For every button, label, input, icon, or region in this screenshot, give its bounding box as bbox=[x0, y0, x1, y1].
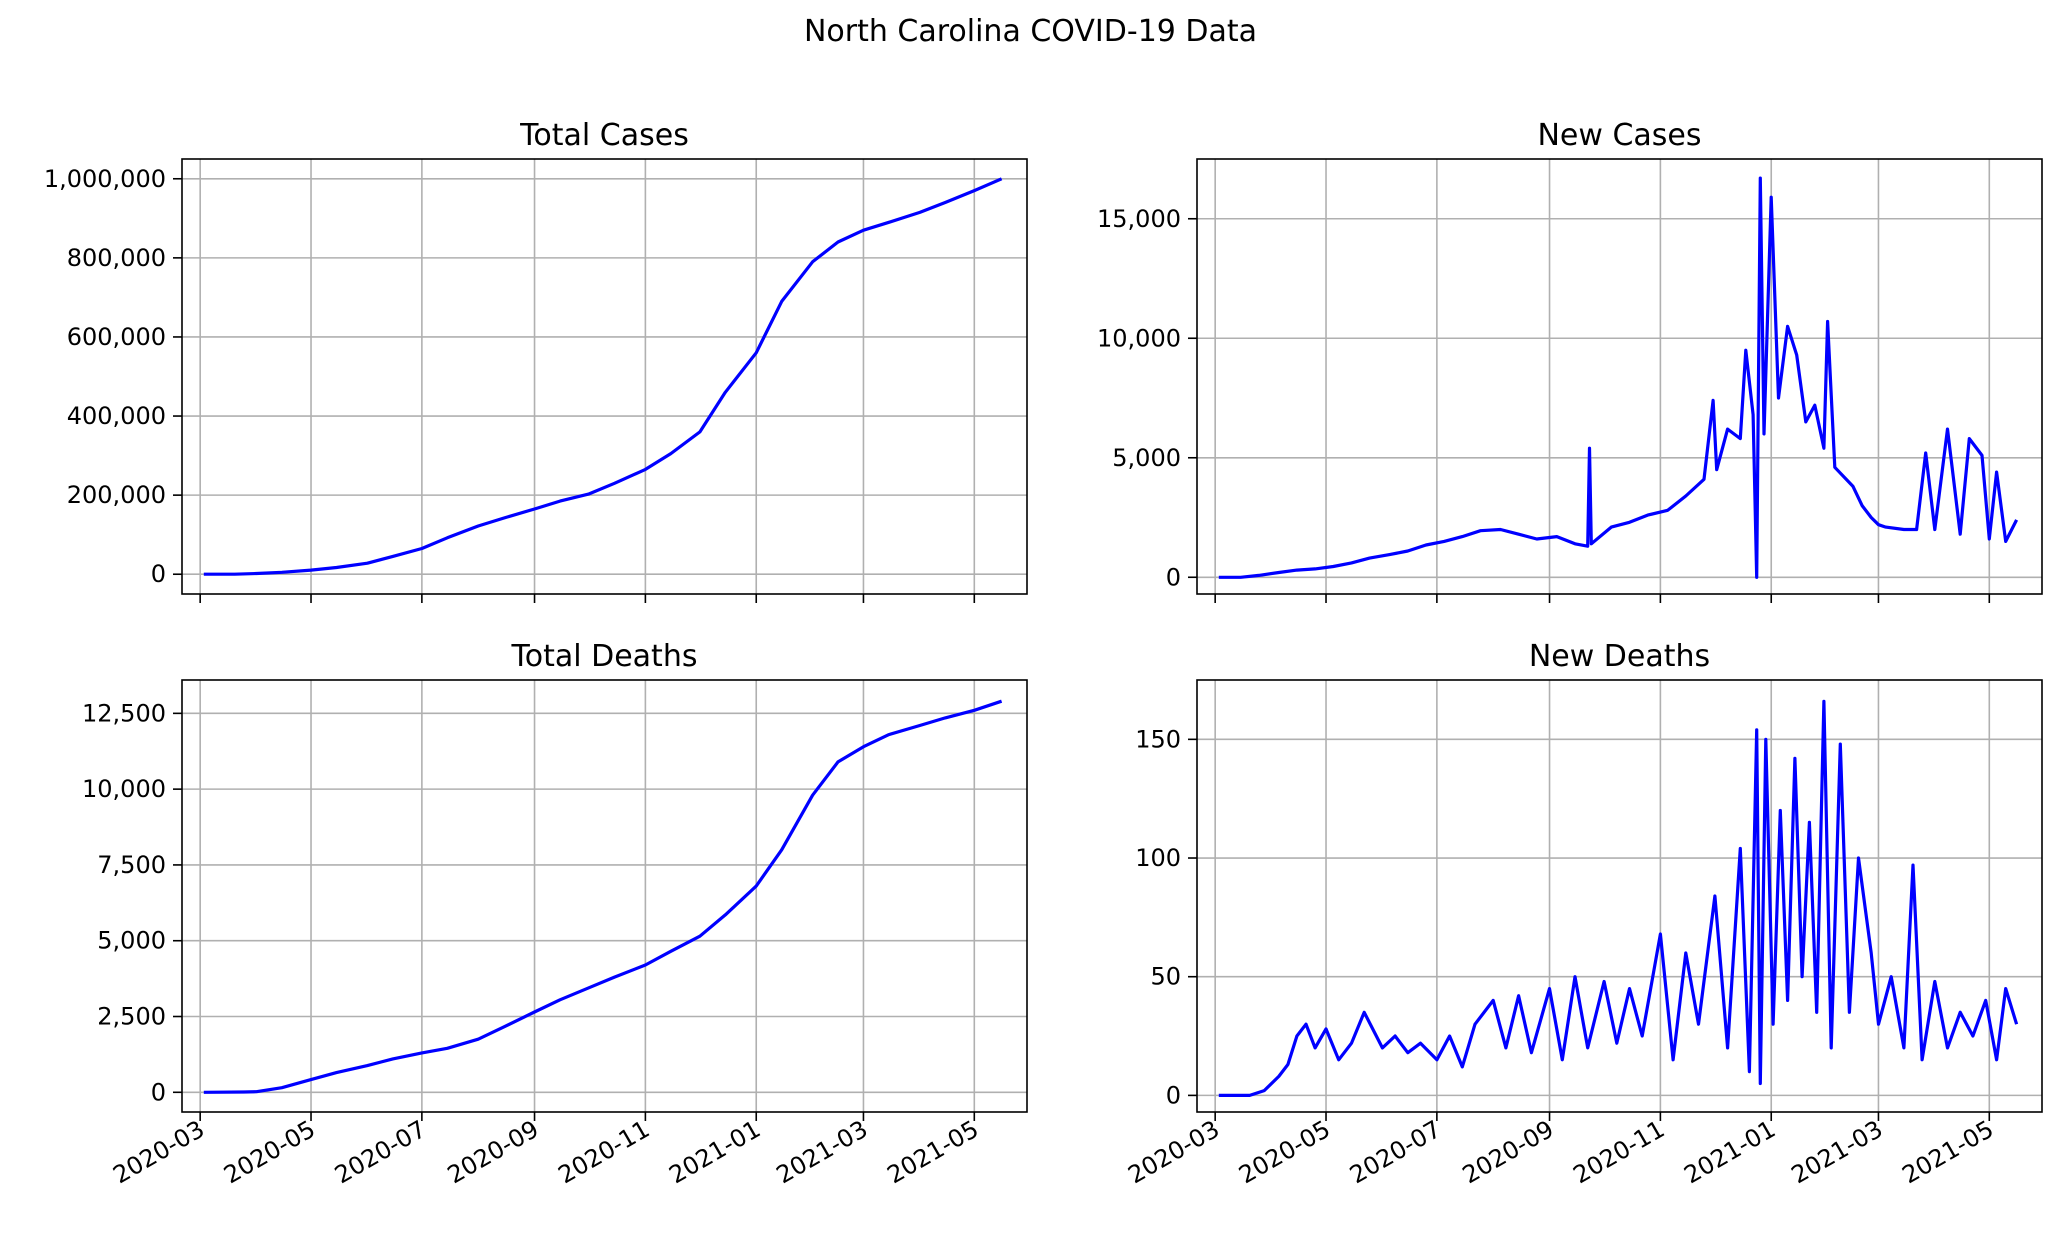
y-tick-label: 15,000 bbox=[1097, 205, 1181, 233]
subplot-new-deaths: 2020-03 2020-05 2020-07 2020-09 2020-11 2021-… bbox=[1123, 639, 2043, 1189]
y-tick-label: 1,000,000 bbox=[44, 165, 166, 193]
series-line-new-cases bbox=[1218, 176, 2019, 579]
subplot-title-new-deaths: New Deaths bbox=[1529, 639, 1710, 674]
x-tick-label: 2021-05 bbox=[1897, 1115, 1998, 1189]
x-tick-label: 2020-03 bbox=[1123, 1115, 1224, 1189]
axes-frame bbox=[181, 679, 1028, 1113]
x-tick-label: 2021-03 bbox=[1787, 1115, 1888, 1189]
x-tick-label: 2020-05 bbox=[1234, 1115, 1335, 1189]
y-tick-label: 50 bbox=[1150, 963, 1181, 991]
subplot-total-deaths: 2020-03 2020-05 2020-07 2020-09 2020-11 2021-… bbox=[82, 639, 1028, 1189]
y-tick-label: 600,000 bbox=[67, 323, 166, 351]
y-tick-label: 150 bbox=[1135, 725, 1181, 753]
x-tick-label: 2020-03 bbox=[108, 1115, 209, 1189]
x-tick-label: 2020-05 bbox=[219, 1115, 320, 1189]
series-line-total-cases bbox=[203, 177, 1003, 576]
x-tick-label: 2020-11 bbox=[554, 1115, 655, 1189]
axes-frame bbox=[1196, 158, 2043, 595]
y-tick-label: 400,000 bbox=[67, 402, 166, 430]
series-line-total-deaths bbox=[203, 699, 1003, 1094]
x-tick-label: 2021-03 bbox=[772, 1115, 873, 1189]
y-tick-label: 5,000 bbox=[1112, 444, 1181, 472]
x-tick-label: 2020-11 bbox=[1569, 1115, 1670, 1189]
axes-frame bbox=[181, 158, 1028, 595]
y-tick-label: 10,000 bbox=[1097, 324, 1181, 352]
y-tick-label: 5,000 bbox=[97, 927, 166, 955]
axes-frame bbox=[1196, 679, 2043, 1113]
y-tick-label: 0 bbox=[1166, 1081, 1181, 1109]
series-line-new-deaths bbox=[1218, 699, 2019, 1098]
figure-title: North Carolina COVID-19 Data bbox=[803, 14, 1258, 49]
x-tick-label: 2021-05 bbox=[882, 1115, 983, 1189]
x-tick-label: 2020-07 bbox=[330, 1115, 431, 1189]
subplot-title-total-deaths: Total Deaths bbox=[511, 639, 698, 674]
y-tick-label: 10,000 bbox=[82, 775, 166, 803]
y-tick-label: 0 bbox=[151, 1078, 166, 1106]
y-tick-label: 2,500 bbox=[97, 1003, 166, 1031]
subplot-title-total-cases: Total Cases bbox=[519, 118, 689, 153]
x-tick-label: 2021-01 bbox=[1679, 1115, 1780, 1189]
y-tick-label: 800,000 bbox=[67, 244, 166, 272]
y-tick-label: 200,000 bbox=[67, 481, 166, 509]
y-tick-label: 100 bbox=[1135, 844, 1181, 872]
subplot-new-cases: 0 5,000 10,000 15,000 New Cases bbox=[1097, 118, 2043, 603]
y-tick-label: 0 bbox=[1166, 563, 1181, 591]
y-tick-label: 7,500 bbox=[97, 851, 166, 879]
subplot-title-new-cases: New Cases bbox=[1537, 118, 1701, 153]
x-tick-label: 2020-09 bbox=[443, 1115, 544, 1189]
subplot-total-cases: 0 200,000 400,000 600,000 800,000 1,000,000 To… bbox=[44, 118, 1028, 603]
x-tick-label: 2020-07 bbox=[1345, 1115, 1446, 1189]
y-tick-label: 12,500 bbox=[82, 699, 166, 727]
y-tick-label: 0 bbox=[151, 560, 166, 588]
x-tick-label: 2020-09 bbox=[1458, 1115, 1559, 1189]
x-tick-label: 2021-01 bbox=[664, 1115, 765, 1189]
